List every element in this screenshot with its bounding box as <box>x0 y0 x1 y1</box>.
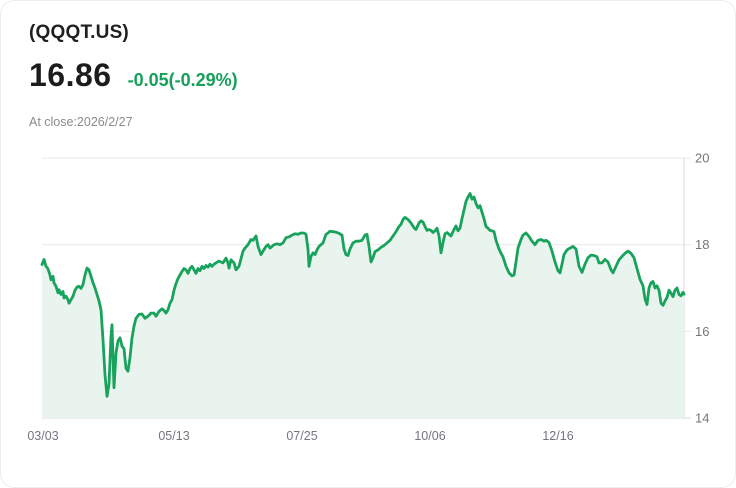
x-axis-label: 10/06 <box>414 429 445 443</box>
close-timestamp: At close:2026/2/27 <box>29 115 133 129</box>
y-axis-label: 14 <box>695 411 709 426</box>
x-axis-label: 12/16 <box>542 429 573 443</box>
y-axis-label: 16 <box>695 324 709 339</box>
x-axis-label: 03/03 <box>27 429 58 443</box>
price-line <box>40 192 686 398</box>
last-price: 16.86 <box>29 57 112 93</box>
x-axis-label: 05/13 <box>158 429 189 443</box>
price-change: -0.05(-0.29%) <box>127 70 238 90</box>
price-row: 16.86 -0.05(-0.29%) <box>29 57 238 94</box>
price-area-fill <box>42 193 684 418</box>
x-axis-label: 07/25 <box>286 429 317 443</box>
y-axis-label: 18 <box>695 237 709 252</box>
stock-symbol: (QQQT.US) <box>29 22 129 43</box>
y-axis-label: 20 <box>695 151 709 166</box>
